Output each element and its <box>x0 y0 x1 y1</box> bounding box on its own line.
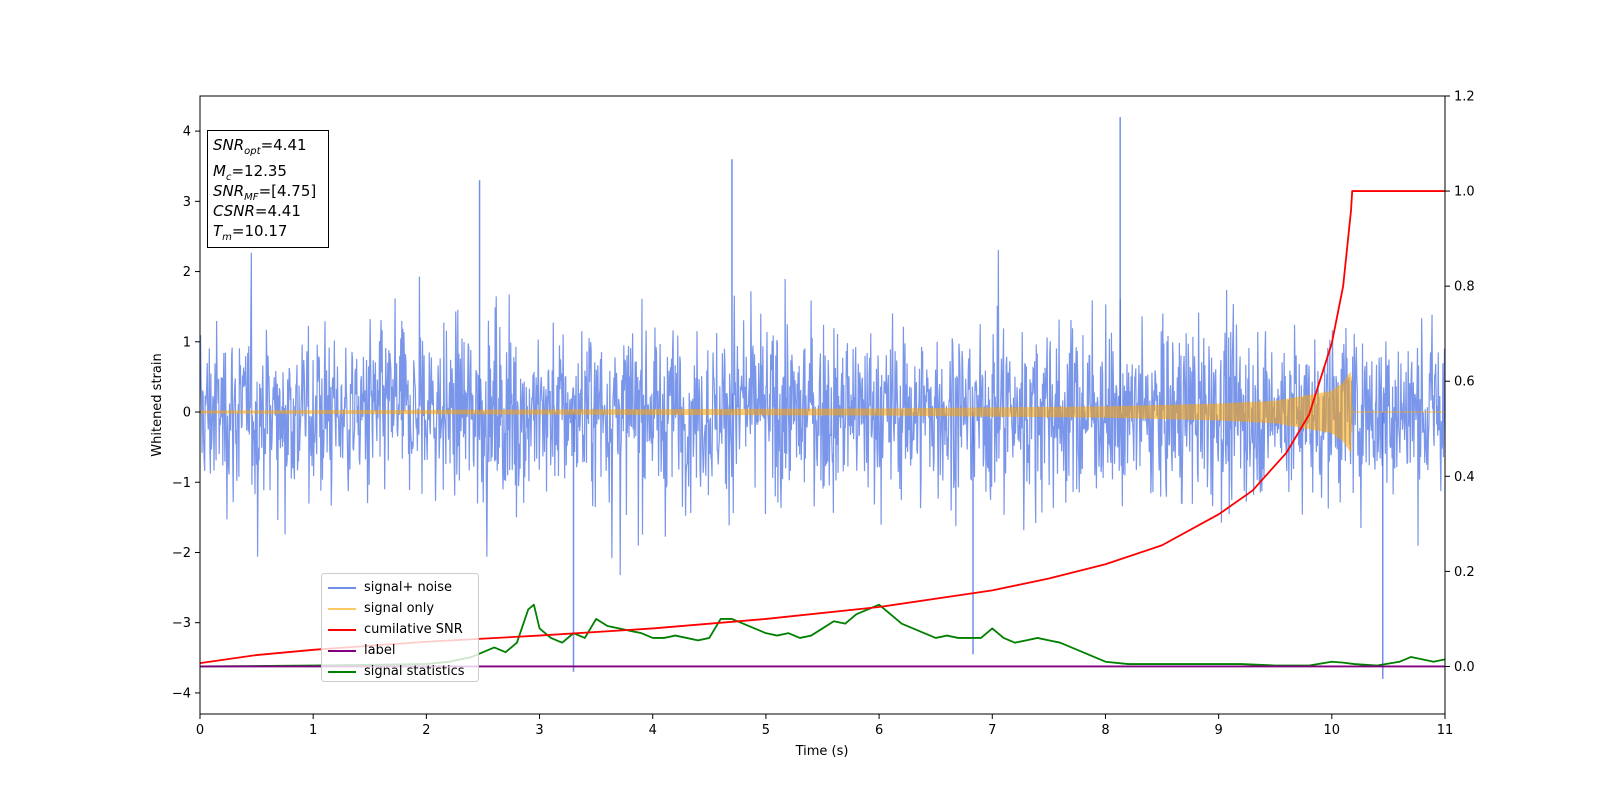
signal-statistics-line <box>200 603 1445 668</box>
legend-label: cumilative SNR <box>364 622 463 637</box>
csnr-line: CSNR=4.41 <box>213 202 301 220</box>
y-tick-label: −3 <box>172 616 191 631</box>
y-axis-label: Whitened strain <box>150 353 165 456</box>
y-tick-label: −4 <box>172 686 191 701</box>
snr-opt-line: SNRopt=4.41 <box>213 136 307 157</box>
legend-entry-signal-only: signal only <box>326 598 478 619</box>
legend-entry-label: label <box>326 640 478 661</box>
x-tick-label: 7 <box>988 723 996 738</box>
y-tick-label: −1 <box>172 476 191 491</box>
y-tick-label: −2 <box>172 546 191 561</box>
x-tick-label: 8 <box>1101 723 1109 738</box>
legend-label: label <box>364 643 396 658</box>
legend-swatch <box>328 586 356 589</box>
y2-tick-label: 0.2 <box>1454 565 1475 580</box>
snr-mf-line: SNRMF=[4.75] <box>213 182 317 203</box>
y-tick-label: 0 <box>183 406 191 421</box>
legend-swatch <box>328 607 356 610</box>
x-axis-label: Time (s) <box>795 744 849 759</box>
legend-entry-signal-statistics: signal statistics <box>326 661 478 682</box>
snr-opt-value: 4.41 <box>273 136 307 154</box>
y2-tick-label: 1.2 <box>1454 90 1475 105</box>
y-tick-label: 1 <box>183 335 191 350</box>
x-tick-label: 6 <box>875 723 883 738</box>
y2-tick-label: 0.0 <box>1454 660 1475 675</box>
series-signal-noise <box>200 117 1445 679</box>
annotation-box: SNRopt=4.41 Mc=12.35 SNRMF=[4.75] CSNR=4… <box>207 130 329 248</box>
tm-value: 10.17 <box>244 222 288 240</box>
x-tick-label: 9 <box>1214 723 1222 738</box>
x-tick-label: 11 <box>1437 723 1454 738</box>
mc-value: 12.35 <box>244 162 287 180</box>
csnr-value: 4.41 <box>267 202 301 220</box>
legend-swatch <box>328 649 356 652</box>
x-tick-label: 2 <box>422 723 430 738</box>
signal-noise-line <box>200 249 1445 576</box>
legend-label: signal only <box>364 601 435 616</box>
legend-label: signal statistics <box>364 664 465 679</box>
signal-only-line <box>200 372 1445 453</box>
x-tick-label: 1 <box>309 723 317 738</box>
y2-tick-label: 0.8 <box>1454 280 1475 295</box>
legend: signal+ noise signal only cumilative SNR… <box>321 573 479 682</box>
x-tick-label: 3 <box>535 723 543 738</box>
y2-tick-label: 1.0 <box>1454 185 1475 200</box>
y2-tick-label: 0.4 <box>1454 470 1475 485</box>
legend-swatch <box>328 628 356 631</box>
tm-line: Tm=10.17 <box>213 222 288 243</box>
axes: 0 1 2 3 4 5 6 7 8 9 10 11 −4 −3 −2 −1 0 1 2 3 4 0.0 0.2 0.4 0.6 0… <box>172 90 1475 739</box>
legend-swatch <box>328 670 356 673</box>
x-tick-label: 5 <box>762 723 770 738</box>
legend-entry-signal-noise: signal+ noise <box>326 577 478 598</box>
y2-tick-label: 0.6 <box>1454 375 1475 390</box>
legend-entry-cumulative-snr: cumilative SNR <box>326 619 478 640</box>
y-tick-label: 3 <box>183 195 191 210</box>
plot-frame <box>199 95 1446 715</box>
y-tick-label: 4 <box>183 125 191 140</box>
y-tick-label: 2 <box>183 265 191 280</box>
x-tick-label: 10 <box>1324 723 1341 738</box>
series-signal-only <box>200 372 1445 453</box>
legend-label: signal+ noise <box>364 580 453 595</box>
x-tick-label: 4 <box>649 723 657 738</box>
snr-mf-value: [4.75] <box>271 182 317 200</box>
x-tick-label: 0 <box>196 723 204 738</box>
mc-line: Mc=12.35 <box>213 162 287 183</box>
